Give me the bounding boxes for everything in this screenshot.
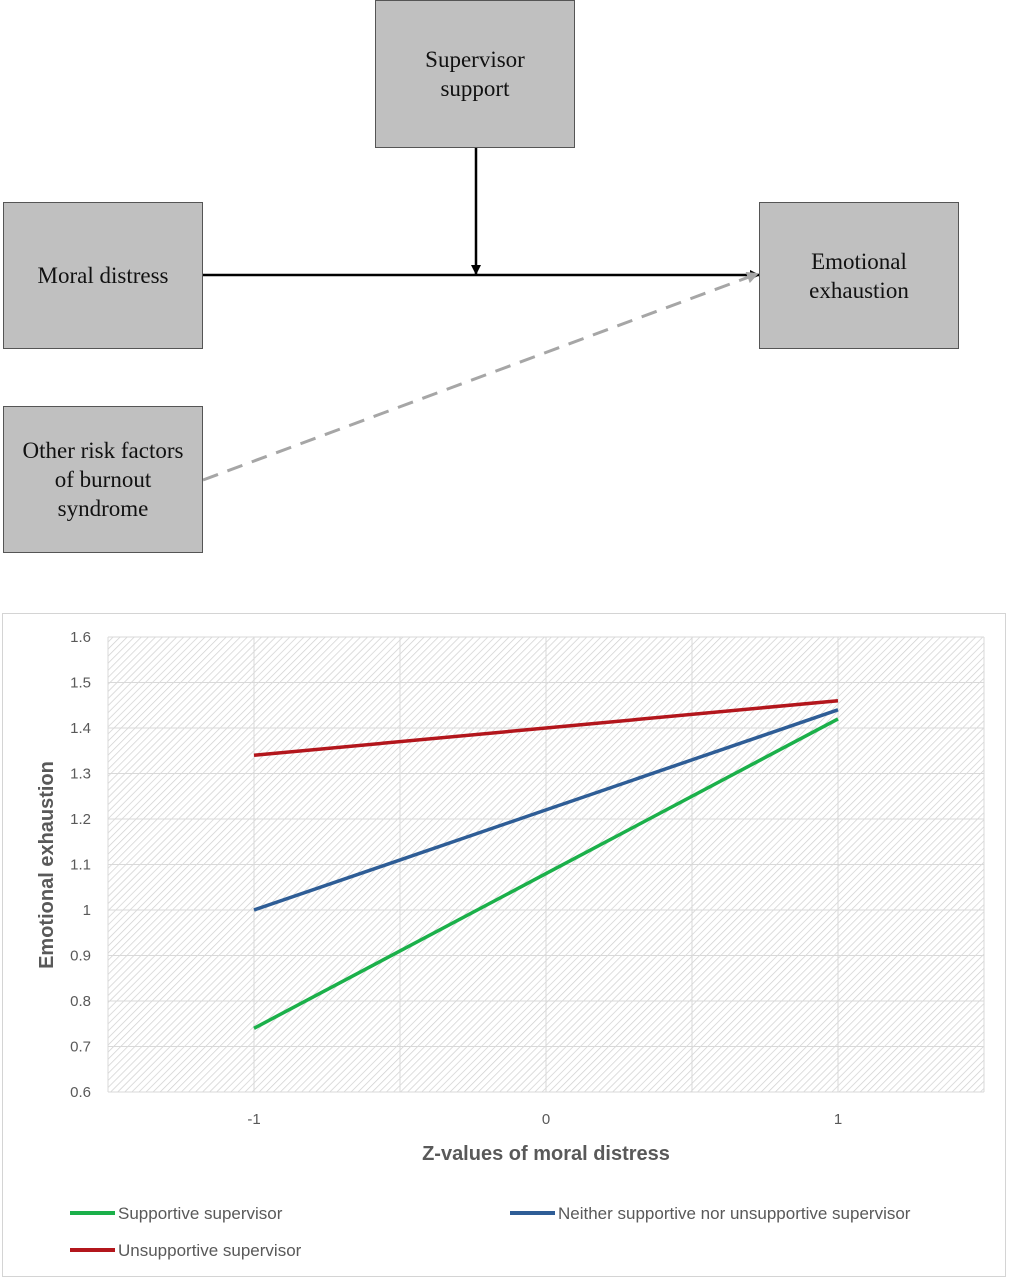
y-tick-label: 1.6	[70, 629, 91, 646]
x-tick-label: -1	[247, 1111, 260, 1128]
y-axis-title: Emotional exhaustion	[36, 761, 58, 969]
y-tick-labels: 0.6 0.7 0.8 0.9 1 1.1 1.2 1.3 1.4 1.5 1.6	[70, 629, 91, 1101]
x-tick-label: 0	[542, 1111, 550, 1128]
y-tick-label: 0.9	[70, 948, 91, 965]
other-risk-factors-box: Other risk factors of burnout syndrome	[3, 406, 203, 553]
other-risk-factors-dashed-arrow	[202, 271, 759, 482]
supervisor-support-box: Supervisor support	[375, 0, 575, 148]
x-tick-labels: -1 0 1	[247, 1111, 842, 1128]
series-lines	[253, 698, 839, 1030]
series-line-3	[253, 698, 839, 758]
y-tick-label: 1.3	[70, 766, 91, 783]
y-tick-label: 1	[83, 902, 91, 919]
series-line-2	[253, 708, 839, 912]
y-tick-label: 0.6	[70, 1084, 91, 1101]
diagram-connectors	[202, 148, 760, 482]
legend: Supportive supervisor Neither supportive …	[70, 1204, 911, 1260]
legend-label: Unsupportive supervisor	[118, 1241, 302, 1260]
x-axis-title: Z-values of moral distress	[422, 1143, 670, 1165]
y-tick-label: 0.8	[70, 993, 91, 1010]
y-tick-label: 1.5	[70, 675, 91, 692]
legend-label: Supportive supervisor	[118, 1204, 283, 1223]
y-tick-label: 1.2	[70, 811, 91, 828]
y-tick-label: 1.1	[70, 857, 91, 874]
y-tick-label: 0.7	[70, 1039, 91, 1056]
emotional-exhaustion-box: Emotional exhaustion	[759, 202, 959, 349]
series-line-1	[253, 717, 839, 1030]
y-tick-label: 1.4	[70, 720, 91, 737]
moral-distress-box: Moral distress	[3, 202, 203, 349]
legend-label: Neither supportive nor unsupportive supe…	[558, 1204, 911, 1223]
x-tick-label: 1	[834, 1111, 842, 1128]
